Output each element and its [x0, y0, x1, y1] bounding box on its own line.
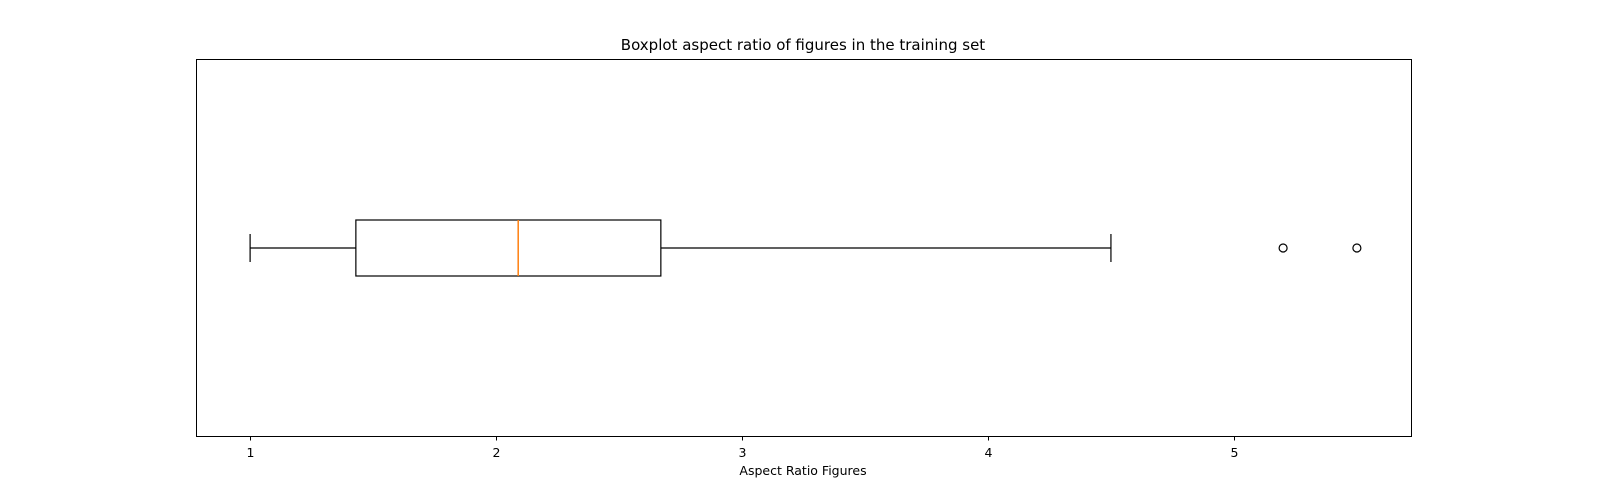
chart-title: Boxplot aspect ratio of figures in the t… [621, 36, 986, 54]
box-series-0 [249, 219, 1362, 277]
interquartile-box [355, 219, 662, 277]
x-axis-label: Aspect Ratio Figures [739, 463, 866, 478]
x-tick-label: 1 [247, 445, 255, 460]
x-axis: 1 2 3 4 5 [247, 436, 1239, 460]
outlier-point-1 [1352, 243, 1362, 253]
x-tick-label: 4 [985, 445, 993, 460]
box-group [249, 219, 1362, 277]
x-tick-label: 3 [739, 445, 747, 460]
x-tick-label: 5 [1231, 445, 1239, 460]
plot-area-frame [196, 59, 1412, 437]
outlier-point-0 [1278, 243, 1288, 253]
x-tick-label: 2 [493, 445, 501, 460]
